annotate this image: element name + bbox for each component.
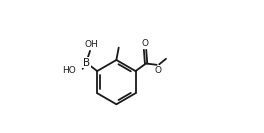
Text: OH: OH <box>84 40 98 49</box>
Text: HO: HO <box>62 66 76 75</box>
Text: O: O <box>155 66 162 75</box>
Text: O: O <box>142 39 148 48</box>
Text: B: B <box>83 58 90 68</box>
